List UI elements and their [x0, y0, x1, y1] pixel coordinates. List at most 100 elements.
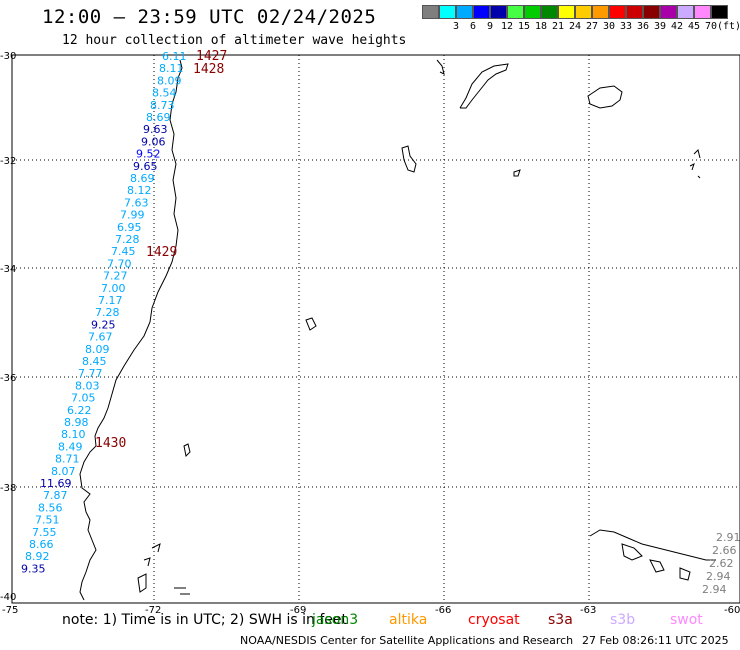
legend-label: 6	[469, 21, 477, 32]
legend-label: 3	[452, 21, 460, 32]
swh-value-label: 7.28	[95, 306, 120, 319]
swh-value-label: 2.94	[706, 570, 731, 583]
swh-value-label: 8.98	[64, 416, 89, 429]
legend-label: 9	[486, 21, 494, 32]
swh-value-label: 6.11	[162, 50, 187, 63]
legend-swatch	[575, 5, 592, 19]
legend-label: 39	[653, 21, 667, 32]
time-marker-1427: 1427	[196, 49, 227, 64]
satellite-label-cryosat: cryosat	[468, 612, 520, 628]
map-title: 12:00 – 23:59 UTC 02/24/2025	[42, 6, 377, 28]
swh-value-label: 8.69	[146, 111, 171, 124]
lon-label-60: -60	[724, 605, 740, 616]
coastline-east-south	[589, 529, 716, 581]
lon-label-66: -66	[435, 605, 451, 616]
swh-value-label: 8.07	[51, 465, 76, 478]
legend-unit: (ft)	[717, 21, 740, 32]
lat-label-34: -34	[0, 264, 16, 275]
lat-label-32: -32	[0, 156, 16, 167]
legend-swatch	[660, 5, 677, 19]
swh-value-label: 7.28	[115, 233, 140, 246]
swh-value-label: 9.65	[133, 160, 158, 173]
time-marker-1428: 1428	[193, 62, 224, 77]
legend-swatch	[558, 5, 575, 19]
legend-label: 42	[670, 21, 684, 32]
swh-value-label: 9.52	[136, 148, 161, 161]
legend-swatch	[694, 5, 711, 19]
coastline-east-north	[436, 59, 509, 109]
swh-value-label: 8.12	[127, 184, 152, 197]
lat-label-30: -30	[0, 51, 16, 62]
swh-value-label: 8.09	[85, 343, 110, 356]
swh-value-label: 7.70	[107, 257, 132, 270]
legend-label: 45	[687, 21, 701, 32]
swh-value-label: 8.45	[82, 355, 107, 368]
swh-value-label: 7.00	[101, 282, 126, 295]
satellite-label-altika: altika	[389, 612, 428, 628]
lon-label-69: -69	[290, 605, 306, 616]
legend-swatch	[524, 5, 541, 19]
swh-value-label: 8.92	[25, 550, 50, 563]
swh-value-label: 8.71	[55, 453, 80, 466]
satellite-label-swot: swot	[670, 612, 703, 628]
legend-label: 33	[619, 21, 633, 32]
swh-value-label: 11.69	[40, 477, 72, 490]
swh-value-label: 7.05	[71, 392, 96, 405]
legend-label: 18	[534, 21, 548, 32]
lat-label-36: -36	[0, 373, 16, 384]
legend-label: 24	[568, 21, 582, 32]
swh-value-label: 7.27	[103, 270, 128, 283]
swh-value-label: 8.11	[159, 62, 184, 75]
swh-value-label: 6.22	[67, 404, 92, 417]
swh-value-label: 7.45	[111, 245, 136, 258]
swh-value-label: 7.99	[120, 209, 145, 222]
swh-value-label: 9.63	[143, 123, 168, 136]
swh-value-label: 2.66	[712, 544, 737, 557]
legend-label: 15	[517, 21, 531, 32]
note-text: note: 1) Time is in UTC; 2) SWH is in fe…	[62, 612, 348, 628]
swh-value-label: 9.25	[91, 318, 116, 331]
footer-credit: NOAA/NESDIS Center for Satellite Applica…	[240, 634, 574, 647]
lon-label-63: -63	[580, 605, 596, 616]
coastline-east-island	[587, 85, 623, 109]
legend-label: 36	[636, 21, 650, 32]
swh-value-label: 7.55	[32, 526, 57, 539]
swh-value-label: 8.73	[150, 99, 175, 112]
lon-label-72: -72	[145, 605, 161, 616]
legend-label: 30	[602, 21, 616, 32]
swh-value-label: 7.77	[78, 367, 103, 380]
legend-swatch	[677, 5, 694, 19]
legend-swatch	[541, 5, 558, 19]
legend-swatch	[711, 5, 728, 19]
time-marker-1429: 1429	[146, 245, 177, 260]
lon-label-75: -75	[2, 605, 18, 616]
legend-label: 21	[551, 21, 565, 32]
time-marker-1430: 1430	[95, 436, 126, 451]
lat-label-38: -38	[0, 483, 16, 494]
track-west-labels: 6.118.118.098.548.738.699.639.069.529.65…	[21, 50, 187, 575]
legend-swatch	[439, 5, 456, 19]
legend-label: 12	[500, 21, 514, 32]
legend-swatch	[422, 5, 439, 19]
coastline-west	[79, 59, 183, 601]
legend-swatch	[643, 5, 660, 19]
swh-value-label: 8.54	[152, 87, 177, 100]
legend-swatch	[507, 5, 524, 19]
coastline-east-small	[137, 145, 701, 595]
swh-value-label: 9.06	[141, 135, 166, 148]
swh-value-label: 2.62	[709, 557, 734, 570]
footer-timestamp: 27 Feb 08:26:11 UTC 2025	[582, 634, 729, 647]
track-east-labels: 2.912.662.622.942.94	[702, 531, 740, 596]
satellite-label-jason3: jason3	[312, 612, 359, 628]
satellite-label-s3a: s3a	[548, 612, 573, 628]
legend-swatch	[473, 5, 490, 19]
swh-value-label: 8.03	[75, 379, 100, 392]
map-frame	[11, 54, 740, 604]
swh-value-label: 2.94	[702, 583, 727, 596]
swh-value-label: 7.87	[43, 489, 68, 502]
swh-value-label: 7.63	[124, 196, 149, 209]
legend-label: 27	[585, 21, 599, 32]
legend-swatch	[456, 5, 473, 19]
swh-value-label: 8.09	[157, 74, 182, 87]
